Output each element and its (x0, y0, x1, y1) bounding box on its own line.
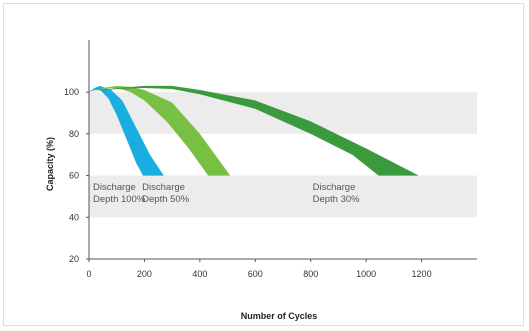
annotation-1: Discharge Depth 50% (142, 182, 190, 205)
chart-frame (3, 3, 524, 326)
x-tick-label-4: 800 (303, 269, 318, 279)
annotation-0-line-1: Depth 100% (93, 194, 146, 205)
series-area-0 (89, 85, 164, 176)
annotation-0: Discharge Depth 100% (93, 182, 146, 205)
series-area-1 (89, 85, 231, 176)
x-tick-label-3: 600 (248, 269, 263, 279)
y-tick-label-2: 60 (69, 171, 79, 181)
x-tick-label-0: 0 (86, 269, 91, 279)
y-tick-label-1: 40 (69, 212, 79, 222)
axes: 0 200 400 600 800 1000 1200 20 40 60 80 100 (64, 40, 477, 279)
series-layer (89, 85, 419, 176)
y-axis-title: Capacity (%) (45, 137, 55, 191)
series-area-2 (89, 85, 419, 176)
y-tick-label-4: 100 (64, 87, 79, 97)
annotation-1-line-0: Discharge (142, 182, 185, 193)
annotation-2: Discharge Depth 30% (313, 182, 361, 205)
x-tick-label-5: 1000 (356, 269, 376, 279)
annotation-2-line-1: Depth 30% (313, 194, 361, 205)
shaded-band-0 (89, 175, 477, 218)
annotation-0-line-0: Discharge (93, 182, 136, 193)
annotation-1-line-1: Depth 50% (142, 194, 190, 205)
annotations: Discharge Depth 100%Discharge Depth 50%Dis… (93, 182, 360, 205)
x-tick-label-6: 1200 (412, 269, 432, 279)
annotation-2-line-0: Discharge (313, 182, 356, 193)
y-tick-label-3: 80 (69, 129, 79, 139)
x-tick-label-1: 200 (137, 269, 152, 279)
y-tick-label-0: 20 (69, 254, 79, 264)
x-axis-title: Number of Cycles (241, 311, 318, 321)
x-tick-label-2: 400 (192, 269, 207, 279)
